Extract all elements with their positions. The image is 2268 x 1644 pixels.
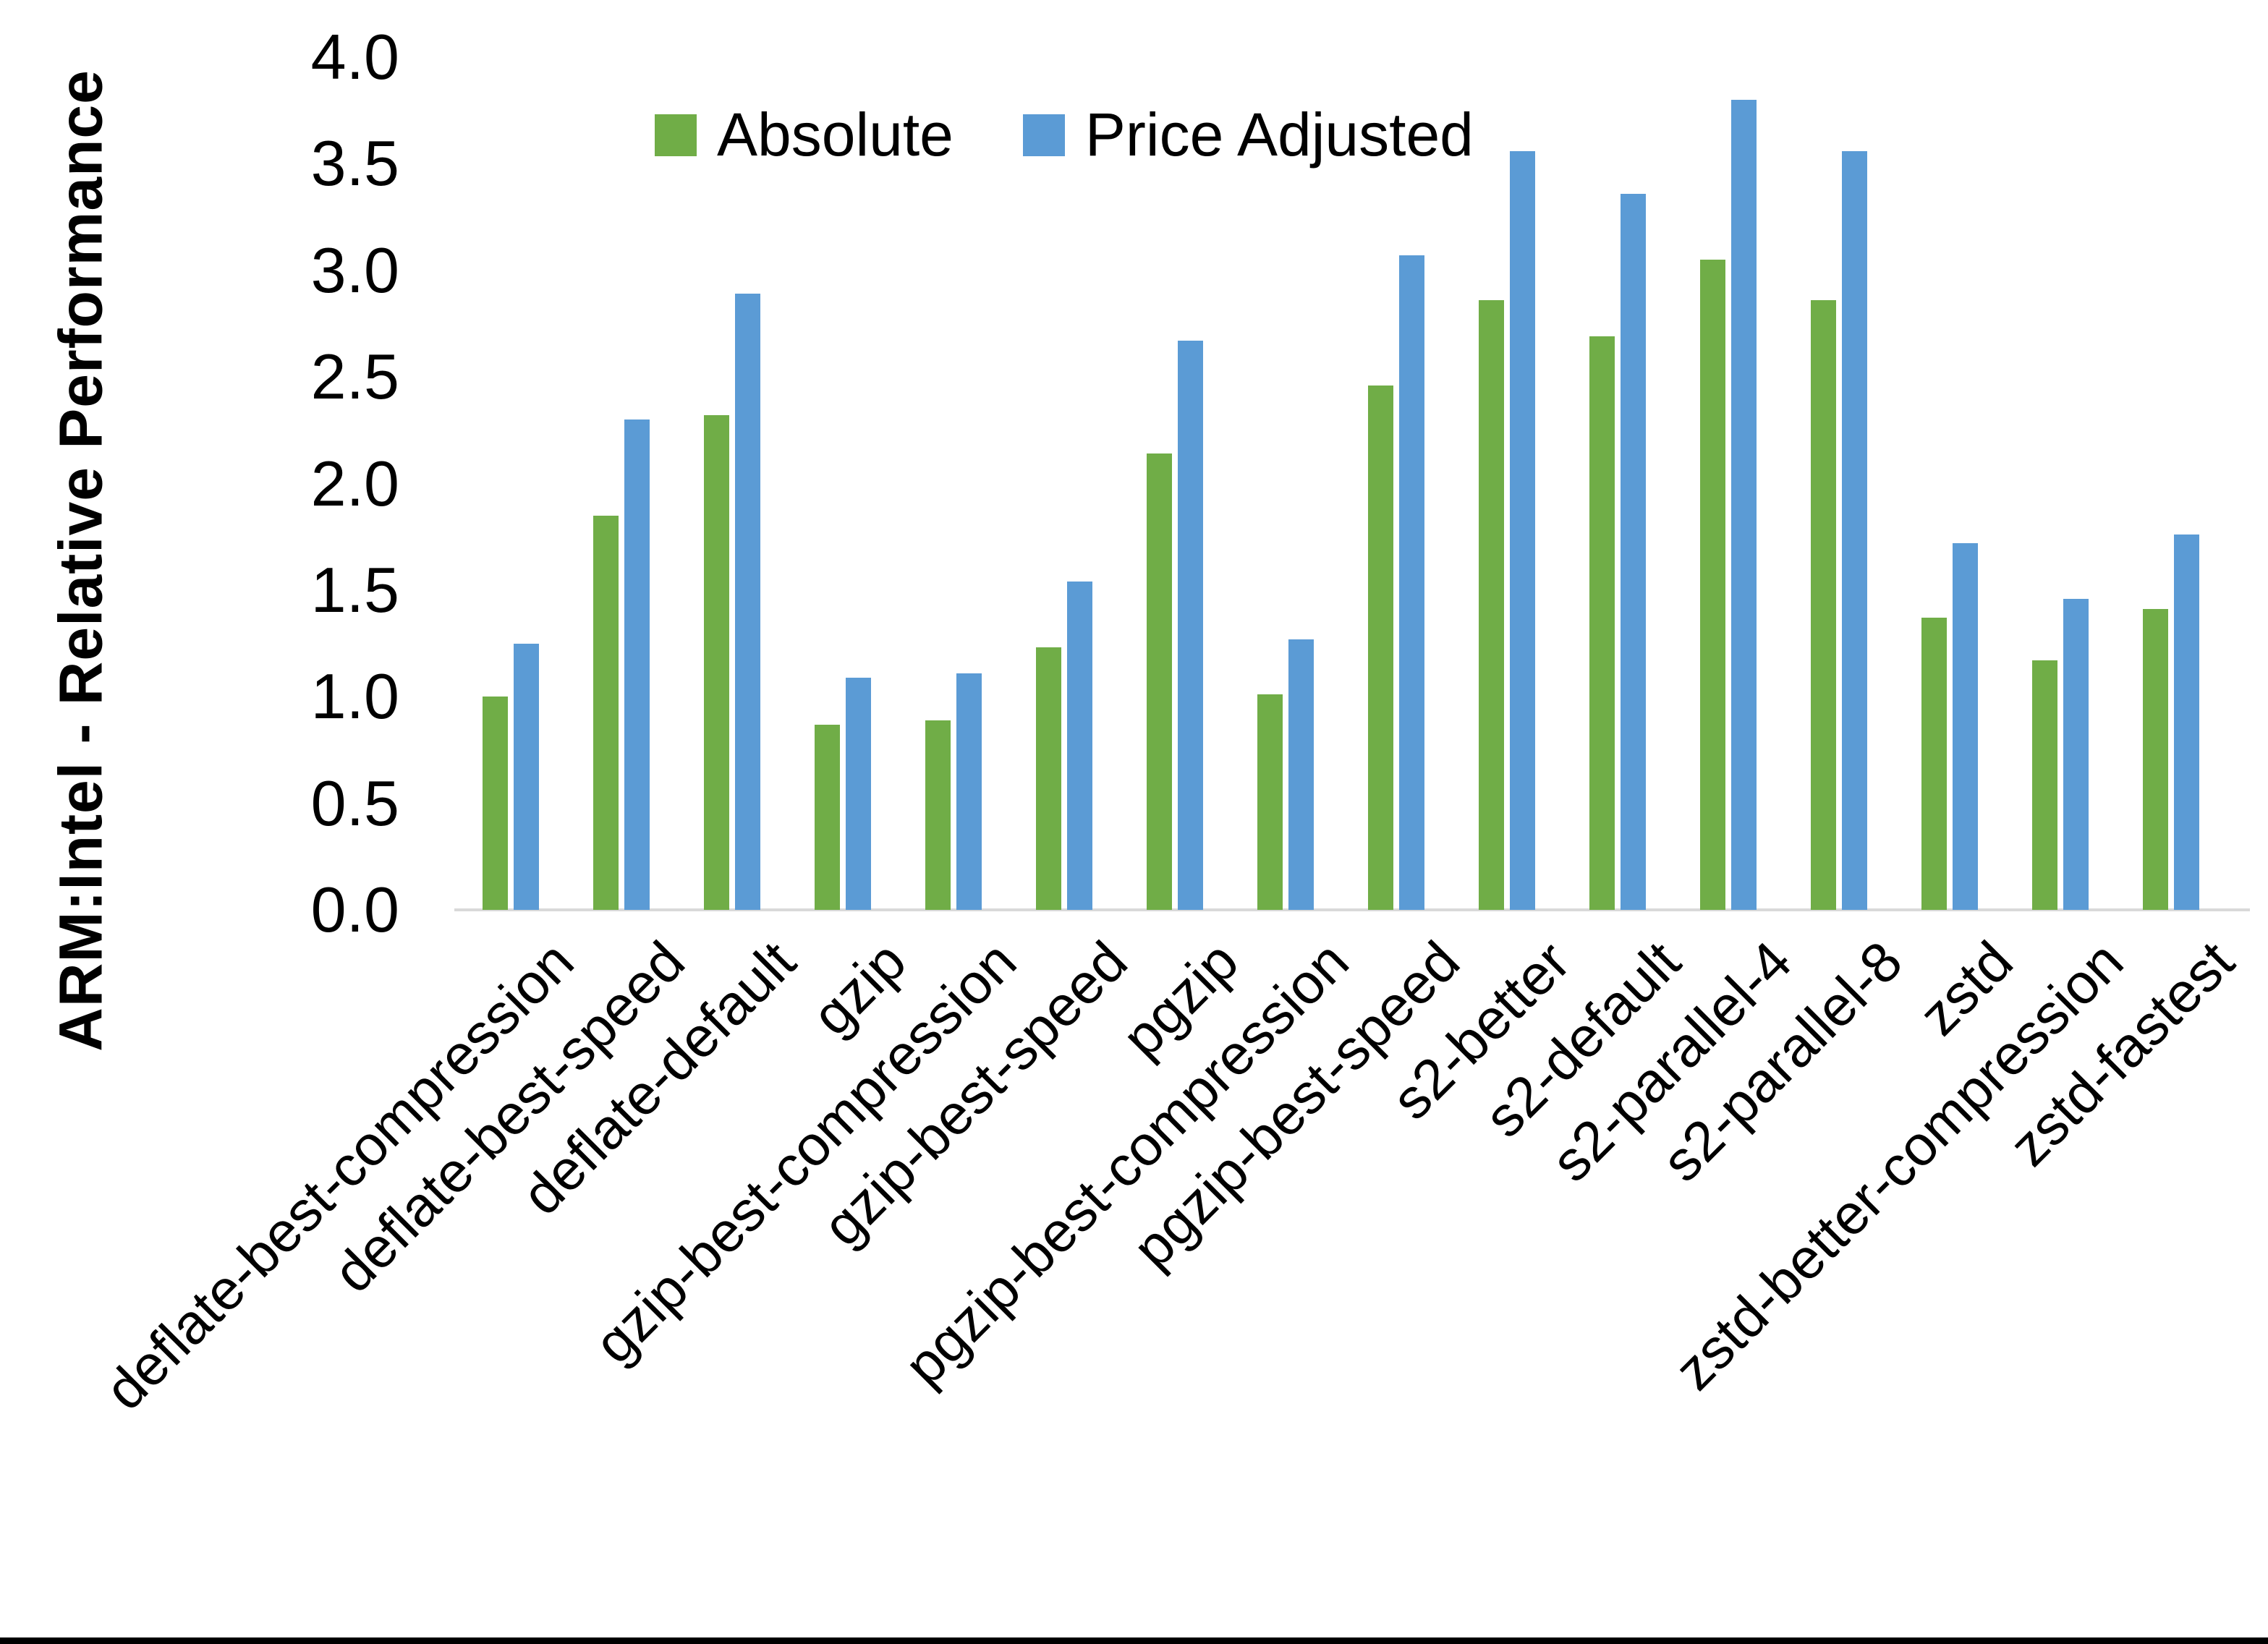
y-tick-label-3.5: 3.5 [310, 127, 399, 200]
bar-absolute-deflate-default [704, 415, 729, 910]
y-tick-label-2.5: 2.5 [310, 341, 399, 413]
x-axis-line [454, 908, 2250, 911]
y-tick-label-2.0: 2.0 [310, 447, 399, 519]
bar-absolute-pgzip-best-speed [1368, 386, 1393, 910]
bar-price-adjusted-gzip [846, 678, 871, 910]
bar-absolute-s2-default [1589, 336, 1615, 910]
y-tick-label-0.5: 0.5 [310, 767, 399, 839]
bar-absolute-pgzip [1147, 453, 1172, 910]
bar-absolute-gzip [815, 725, 840, 910]
bar-absolute-zstd-better-compression [2032, 660, 2057, 910]
bar-absolute-zstd [1921, 618, 1947, 910]
bar-price-adjusted-deflate-default [735, 294, 760, 910]
legend-swatch-absolute [655, 114, 697, 156]
bar-price-adjusted-s2-parallel-8 [1842, 151, 1867, 910]
bar-price-adjusted-zstd [1953, 543, 1978, 910]
bar-price-adjusted-pgzip [1178, 341, 1203, 910]
bar-absolute-gzip-best-compression [925, 720, 951, 910]
y-tick-label-4.0: 4.0 [310, 21, 399, 93]
legend-swatch-price-adjusted [1022, 114, 1065, 156]
bar-price-adjusted-deflate-best-speed [624, 419, 650, 910]
legend-item-absolute: Absolute [655, 100, 954, 170]
bar-price-adjusted-s2-default [1621, 194, 1646, 910]
y-axis-title: ARM:Intel - Relative Performance [46, 69, 115, 1052]
y-tick-label-1.5: 1.5 [310, 553, 399, 626]
bar-price-adjusted-zstd-fastest [2174, 534, 2199, 910]
bar-price-adjusted-s2-parallel-4 [1731, 100, 1757, 910]
bar-absolute-s2-parallel-8 [1811, 300, 1836, 910]
y-tick-label-0.0: 0.0 [310, 874, 399, 945]
bar-absolute-zstd-fastest [2143, 609, 2168, 910]
legend-label-price-adjusted: Price Adjusted [1084, 101, 1474, 169]
bar-price-adjusted-gzip-best-compression [956, 673, 982, 910]
x-category-label-deflate-best-compression: deflate-best-compression [93, 929, 586, 1422]
bar-price-adjusted-zstd-better-compression [2063, 599, 2089, 910]
bar-absolute-pgzip-best-compression [1257, 694, 1283, 910]
bar-absolute-deflate-best-speed [593, 516, 619, 910]
bar-absolute-s2-better [1479, 300, 1504, 910]
y-tick-label-1.0: 1.0 [310, 660, 399, 733]
bar-price-adjusted-pgzip-best-speed [1399, 255, 1424, 910]
bottom-border [0, 1637, 2268, 1644]
bar-absolute-s2-parallel-4 [1700, 260, 1725, 910]
bar-price-adjusted-s2-better [1510, 151, 1535, 910]
legend-item-price-adjusted: Price Adjusted [1022, 100, 1474, 170]
bar-price-adjusted-gzip-best-speed [1067, 582, 1092, 910]
bar-price-adjusted-deflate-best-compression [514, 644, 539, 910]
legend: Absolute Price Adjusted [655, 100, 1474, 170]
bar-price-adjusted-pgzip-best-compression [1288, 639, 1314, 910]
bar-absolute-gzip-best-speed [1036, 647, 1061, 910]
bar-absolute-deflate-best-compression [483, 697, 508, 910]
y-tick-label-3.0: 3.0 [310, 234, 399, 306]
legend-label-absolute: Absolute [717, 101, 954, 169]
